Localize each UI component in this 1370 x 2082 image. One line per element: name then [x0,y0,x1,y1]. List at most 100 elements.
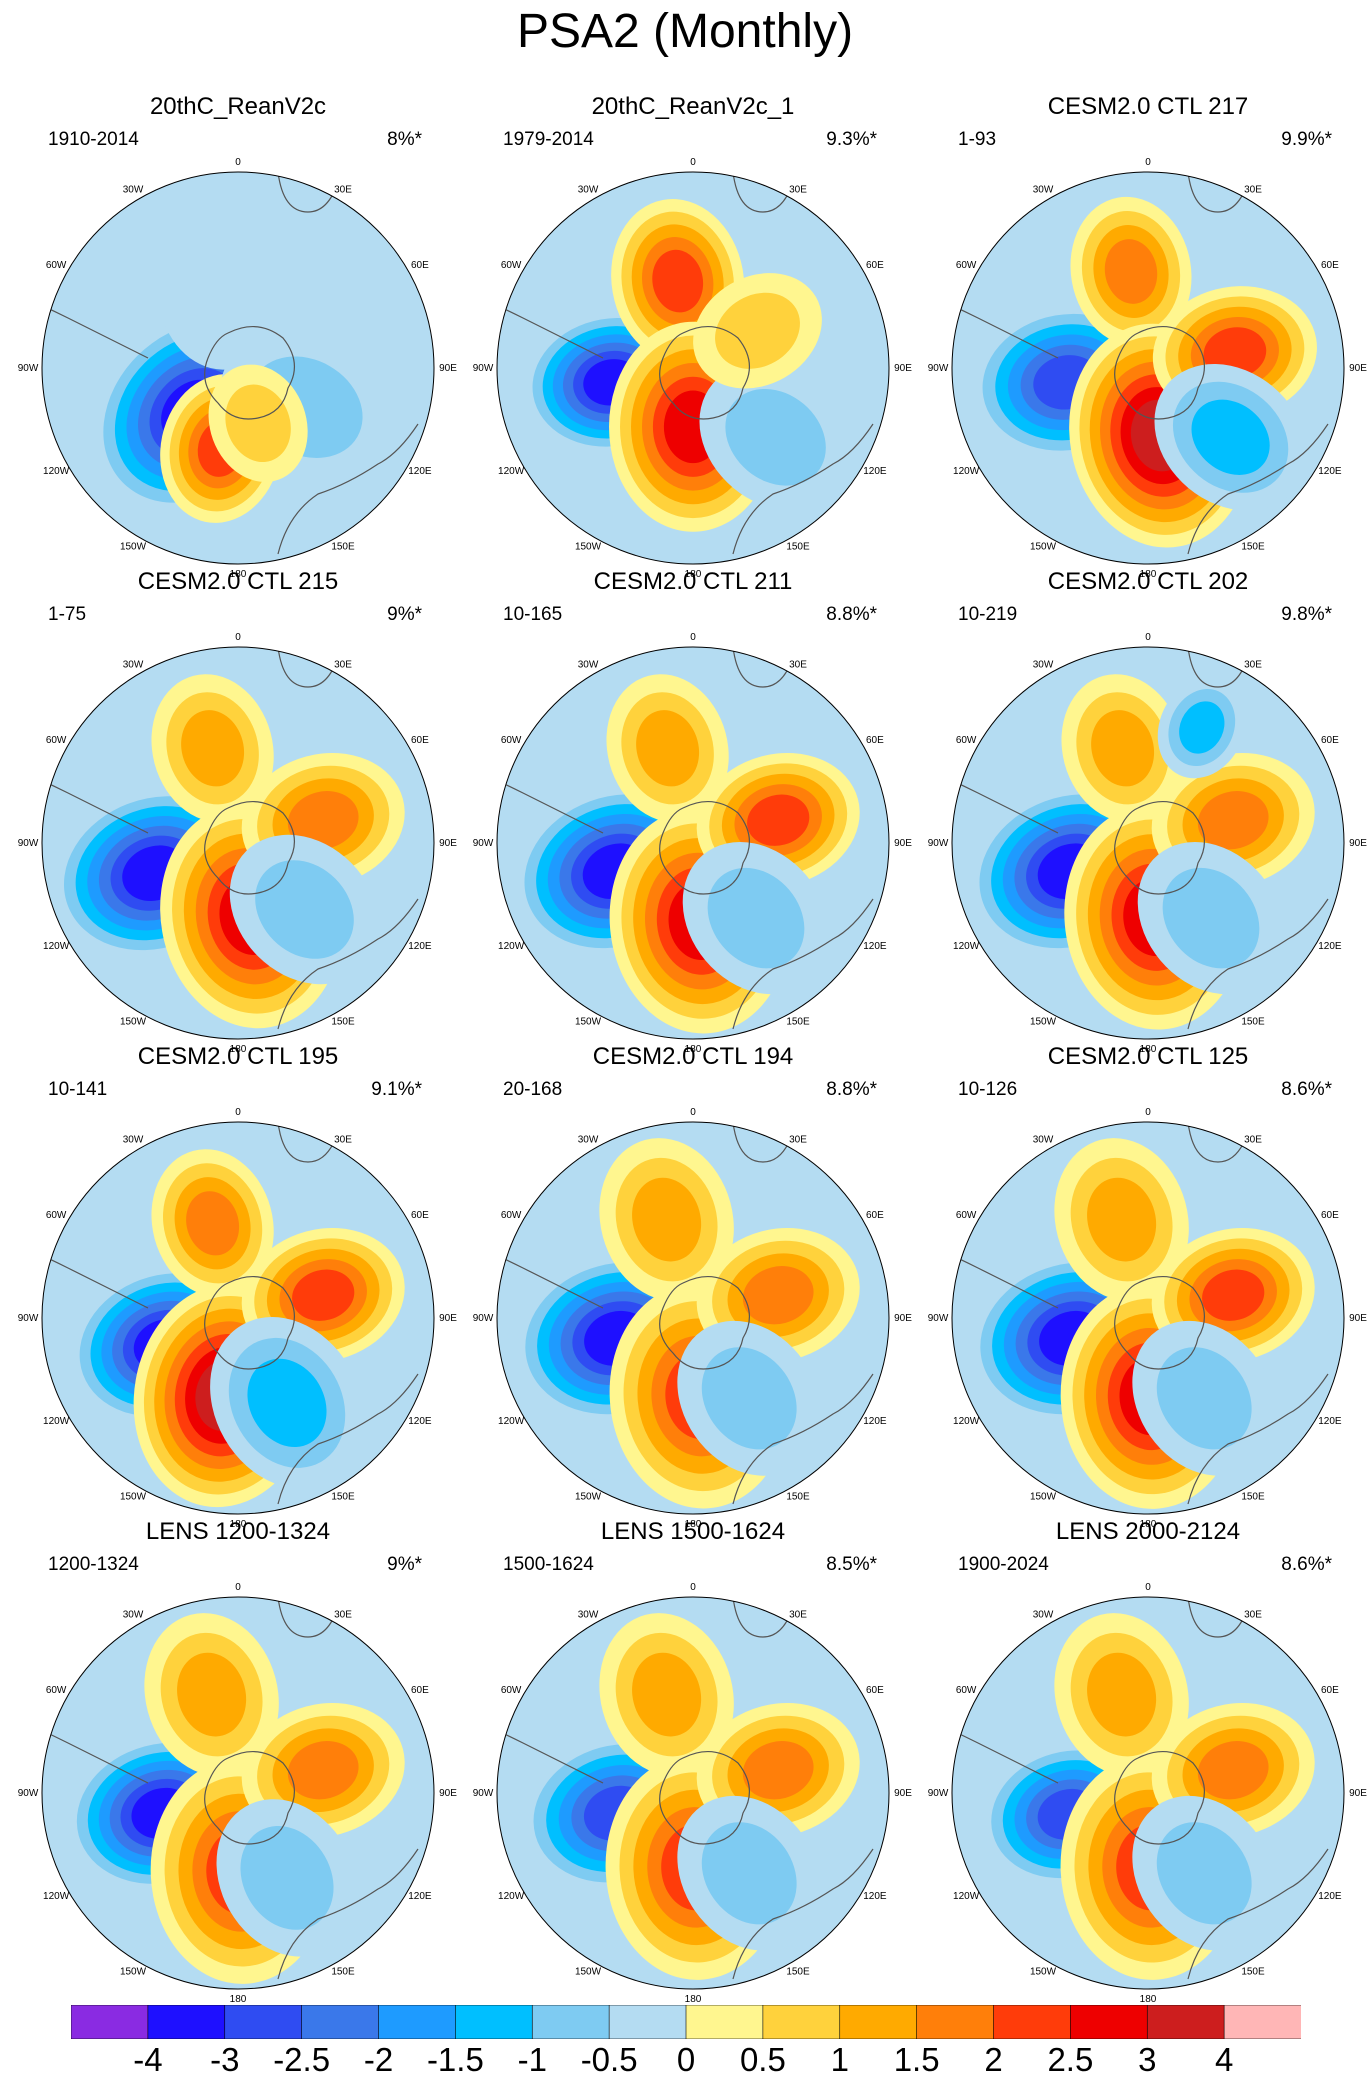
panel-variance: 8.6%* [1281,1554,1332,1575]
longitude-label: 90W [928,1788,949,1799]
panel-period: 1200-1324 [48,1554,139,1575]
longitude-label: 90E [894,363,912,374]
longitude-label: 120W [498,1416,525,1427]
longitude-label: 180 [685,1044,702,1055]
longitude-label: 150E [786,1966,810,1977]
antarctica-coastline [659,326,750,420]
polar-map: 0 30E 60E 90E 120E 150E 180 150W 120W 90W 60W 30W [928,1582,1368,2005]
longitude-label: 150W [120,1491,147,1502]
longitude-label: 60W [501,1210,522,1221]
longitude-label: 120W [953,466,980,477]
map-panel: CESM2.0 CTL 215 1-75 9%* 0 30E 60E 90E 120E 150E… [10,567,466,1055]
australia-nz-coastline [732,1848,874,1980]
longitude-label: 0 [1145,1582,1151,1593]
africa-coastline [732,1122,794,1163]
antarctica-coastline [659,1276,750,1370]
positive-anomaly-contour [742,1266,814,1325]
longitude-label: 120W [498,466,525,477]
panel-title: CESM2.0 CTL 202 [1047,568,1249,595]
longitude-label: 30E [1244,185,1262,196]
panel-title: CESM2.0 CTL 195 [137,1043,339,1070]
antarctica-coastline [204,1751,295,1845]
longitude-label: 90E [1349,1313,1367,1324]
longitude-label: 30W [123,660,144,671]
longitude-label: 180 [230,1044,247,1055]
longitude-label: 120E [408,466,432,477]
colorbar-tick-label: -0.5 [580,2041,638,2078]
longitude-label: 90E [439,1788,457,1799]
positive-anomaly-contour [652,249,704,313]
longitude-label: 0 [235,632,241,643]
longitude-label: 90W [18,1313,39,1324]
south-america-coastline [497,1232,604,1309]
panel-variance: 9.3%* [826,129,877,150]
colorbar-swatch [301,2005,380,2039]
colorbar-tick-labels: -4 -3 -2.5 -2 -1.5 -1 -0.5 0 0.5 1 1.5 2 2.5 3 4 [0,2042,1370,2078]
longitude-label: 60W [956,735,977,746]
panel-variance: 8.6%* [1281,1079,1332,1100]
panel-period: 1900-2024 [958,1554,1049,1575]
panel-title: 20thC_ReanV2c [149,93,327,120]
south-america-coastline [497,282,604,359]
longitude-label: 90W [928,838,949,849]
colorbar-swatch [531,2005,610,2039]
longitude-label: 90E [1349,1788,1367,1799]
longitude-label: 120W [953,1416,980,1427]
longitude-label: 60W [956,260,977,271]
longitude-label: 60W [501,260,522,271]
south-america-coastline [952,757,1059,834]
longitude-label: 30E [1244,660,1262,671]
longitude-label: 180 [1140,1519,1157,1530]
positive-anomaly-contour [1197,791,1269,850]
longitude-label: 90W [18,363,39,374]
antarctica-coastline [204,1276,295,1370]
longitude-label: 60W [46,1685,67,1696]
map-panel: CESM2.0 CTL 194 20-168 8.8%* 0 30E 60E 90E 120E… [465,1042,921,1530]
longitude-label: 120E [1318,1416,1342,1427]
longitude-label: 30W [1033,660,1054,671]
longitude-label: 0 [235,1107,241,1118]
longitude-label: 0 [1145,632,1151,643]
longitude-label: 90E [894,1313,912,1324]
south-america-coastline [497,757,604,834]
longitude-label: 30W [578,1610,599,1621]
longitude-label: 60E [411,735,429,746]
australia-nz-coastline [277,898,419,1030]
south-america-coastline [42,1232,149,1309]
map-boundary [951,1596,1345,1990]
longitude-label: 90W [18,1788,39,1799]
longitude-label: 0 [1145,157,1151,168]
map-boundary [41,171,435,565]
positive-anomaly-contour [1087,1177,1157,1262]
positive-anomaly-contour [1197,1741,1269,1800]
longitude-label: 60W [956,1210,977,1221]
positive-anomaly-contour [1091,710,1155,787]
longitude-label: 150E [786,1016,810,1027]
antarctica-coastline [659,801,750,895]
longitude-label: 30W [1033,1610,1054,1621]
africa-coastline [732,647,794,688]
figure-title: PSA2 (Monthly) [516,5,854,58]
map-boundary [951,646,1345,1040]
positive-anomaly-contour [632,1177,702,1262]
positive-anomaly-contour [1104,239,1158,304]
panel-period: 1910-2014 [48,129,139,150]
negative-anomaly-contour [1162,867,1260,969]
africa-coastline [1187,172,1249,213]
panel-period: 10-126 [958,1079,1018,1100]
longitude-label: 90E [1349,838,1367,849]
longitude-label: 60E [866,735,884,746]
longitude-label: 150W [1030,541,1057,552]
positive-anomaly-contour [632,1652,702,1737]
longitude-label: 150W [1030,1016,1057,1027]
positive-anomaly-contour [186,1191,240,1256]
colorbar-swatch [762,2005,841,2039]
panel-variance: 9.8%* [1281,604,1332,625]
longitude-label: 30W [578,1135,599,1146]
longitude-label: 30W [1033,185,1054,196]
africa-coastline [277,1597,339,1638]
longitude-label: 150E [1241,1966,1265,1977]
australia-nz-coastline [732,1373,874,1505]
longitude-label: 120E [408,941,432,952]
colorbar-swatch [916,2005,995,2039]
